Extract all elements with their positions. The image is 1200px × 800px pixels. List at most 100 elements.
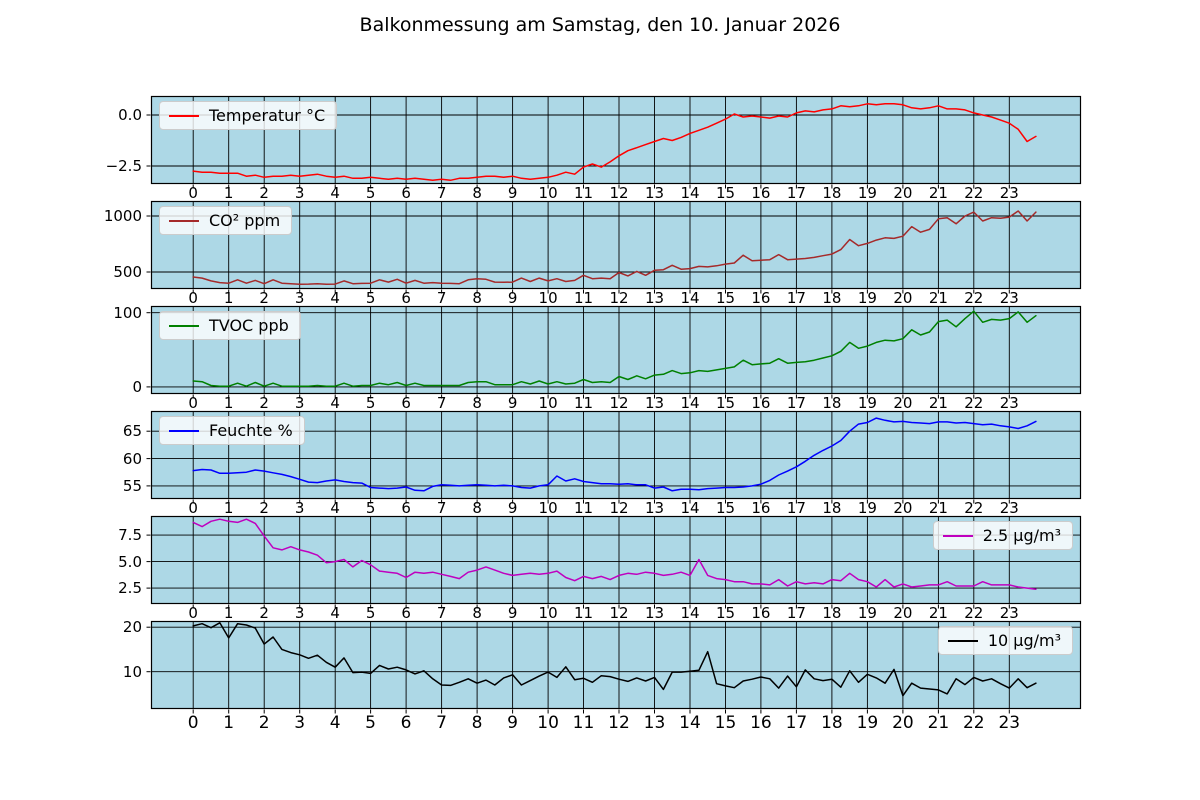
x-tick-label: 3 <box>294 713 306 733</box>
x-tick-label: 14 <box>680 605 700 621</box>
series-line-tvoc <box>192 310 1037 387</box>
y-tick-label: 65 <box>122 422 142 441</box>
x-tick-label: 13 <box>644 185 665 201</box>
plot-area-co2 <box>146 200 1082 294</box>
x-tick-label: 14 <box>680 500 700 516</box>
x-tick-label: 5 <box>365 185 376 201</box>
x-tick-label: 9 <box>507 185 518 201</box>
x-tick-label: 5 <box>365 500 376 516</box>
x-tick-label: 1 <box>223 605 234 621</box>
x-tick-label: 7 <box>436 500 447 516</box>
x-tick-label: 11 <box>573 395 594 411</box>
x-tick-label: 6 <box>400 713 412 733</box>
x-tick-label: 11 <box>572 713 595 733</box>
x-tick-label: 13 <box>644 395 665 411</box>
y-tick-label: 500 <box>113 262 142 281</box>
plot-area-pm10 <box>146 620 1082 714</box>
x-tick-label: 9 <box>507 713 519 733</box>
x-tick-label: 16 <box>751 395 771 411</box>
x-tick-label: 12 <box>608 713 630 733</box>
x-tick-label: 1 <box>223 290 234 306</box>
x-tick-label: 0 <box>188 395 198 411</box>
x-tick-label: 11 <box>573 605 594 621</box>
y-tick-label: 1000 <box>103 207 142 225</box>
x-tick-label: 12 <box>609 500 629 516</box>
legend-co2: CO² ppm <box>159 206 293 235</box>
x-tick-label: 16 <box>750 713 772 733</box>
subplot-humidity: Feuchte % <box>146 410 1082 504</box>
y-tick-label: 2.5 <box>118 579 142 598</box>
x-tick-label: 23 <box>999 290 1019 306</box>
x-tick-label: 18 <box>822 395 842 411</box>
subplot-tvoc: TVOC ppb <box>146 305 1082 399</box>
x-tick-label: 14 <box>680 290 700 306</box>
x-tick-label: 23 <box>999 395 1019 411</box>
series-line-pm25 <box>192 518 1037 590</box>
x-tick-label: 14 <box>680 185 700 201</box>
x-tick-label: 0 <box>188 605 198 621</box>
legend-label: 10 µg/m³ <box>987 631 1061 650</box>
x-tick-label: 1 <box>223 185 234 201</box>
x-tick-label: 16 <box>751 500 771 516</box>
x-tick-label: 18 <box>822 185 842 201</box>
x-tick-label: 3 <box>294 185 305 201</box>
x-tick-label: 3 <box>294 605 305 621</box>
y-tick-label: 7.5 <box>118 526 142 545</box>
x-tick-label: 1 <box>223 500 234 516</box>
legend-line-sample-co2 <box>169 219 199 222</box>
x-tick-label: 11 <box>573 185 594 201</box>
series-line-temperature <box>192 103 1037 182</box>
legend-line-sample-pm25 <box>942 534 973 537</box>
x-tick-label: 22 <box>964 500 984 516</box>
plot-area-pm25 <box>146 515 1082 609</box>
x-tick-label: 5 <box>365 713 377 733</box>
x-tick-label: 10 <box>538 290 558 306</box>
x-tick-label: 19 <box>857 290 877 306</box>
x-tick-label: 3 <box>294 500 305 516</box>
x-tick-label: 11 <box>573 500 594 516</box>
y-tick-label: 10 <box>122 662 142 681</box>
x-tick-label: 17 <box>786 290 806 306</box>
x-tick-label: 4 <box>330 290 340 306</box>
x-tick-label: 2 <box>259 185 269 201</box>
x-tick-label: 17 <box>786 500 806 516</box>
x-tick-label: 21 <box>928 185 948 201</box>
x-tick-label: 0 <box>188 185 198 201</box>
x-tick-label: 11 <box>573 290 594 306</box>
x-tick-label: 15 <box>715 500 736 516</box>
y-tick-label: 100 <box>113 303 142 322</box>
x-tick-label: 1 <box>223 713 235 733</box>
legend-label: TVOC ppb <box>209 316 289 335</box>
x-tick-label: 18 <box>821 713 843 733</box>
x-tick-label: 22 <box>964 290 984 306</box>
x-tick-label: 13 <box>644 500 665 516</box>
x-tick-label: 6 <box>401 395 411 411</box>
y-tick-label: 60 <box>122 449 142 468</box>
x-tick-label: 2 <box>259 395 269 411</box>
x-tick-label: 12 <box>609 185 629 201</box>
legend-line-sample-tvoc <box>169 324 199 327</box>
x-tick-label: 7 <box>436 185 447 201</box>
x-axis-labels-bottom: 0 1 2 3 4 5 6 7 8 9 10 11 12 13 14 15 16 17 18 19 20 21 22 23 <box>151 713 1081 739</box>
x-tick-label: 21 <box>928 290 948 306</box>
x-tick-label: 10 <box>538 500 558 516</box>
y-tick-label: −2.5 <box>105 157 142 176</box>
x-tick-label: 8 <box>472 185 482 201</box>
x-tick-label: 2 <box>259 605 269 621</box>
x-tick-label: 10 <box>538 395 558 411</box>
x-tick-label: 5 <box>365 290 376 306</box>
x-tick-label: 3 <box>294 290 305 306</box>
x-tick-label: 21 <box>928 605 948 621</box>
series-line-humidity <box>192 417 1037 492</box>
series-line-co2 <box>192 210 1037 286</box>
x-tick-label: 9 <box>507 500 518 516</box>
series-line-pm10 <box>192 622 1037 697</box>
subplot-co2: CO² ppm <box>146 200 1082 294</box>
x-tick-label: 15 <box>715 395 736 411</box>
x-tick-label: 17 <box>786 185 806 201</box>
subplot-temperature: Temperatur °C <box>146 95 1082 189</box>
x-tick-label: 17 <box>786 605 806 621</box>
x-tick-label: 18 <box>822 605 842 621</box>
legend-tvoc: TVOC ppb <box>159 311 301 340</box>
x-tick-label: 15 <box>715 185 736 201</box>
